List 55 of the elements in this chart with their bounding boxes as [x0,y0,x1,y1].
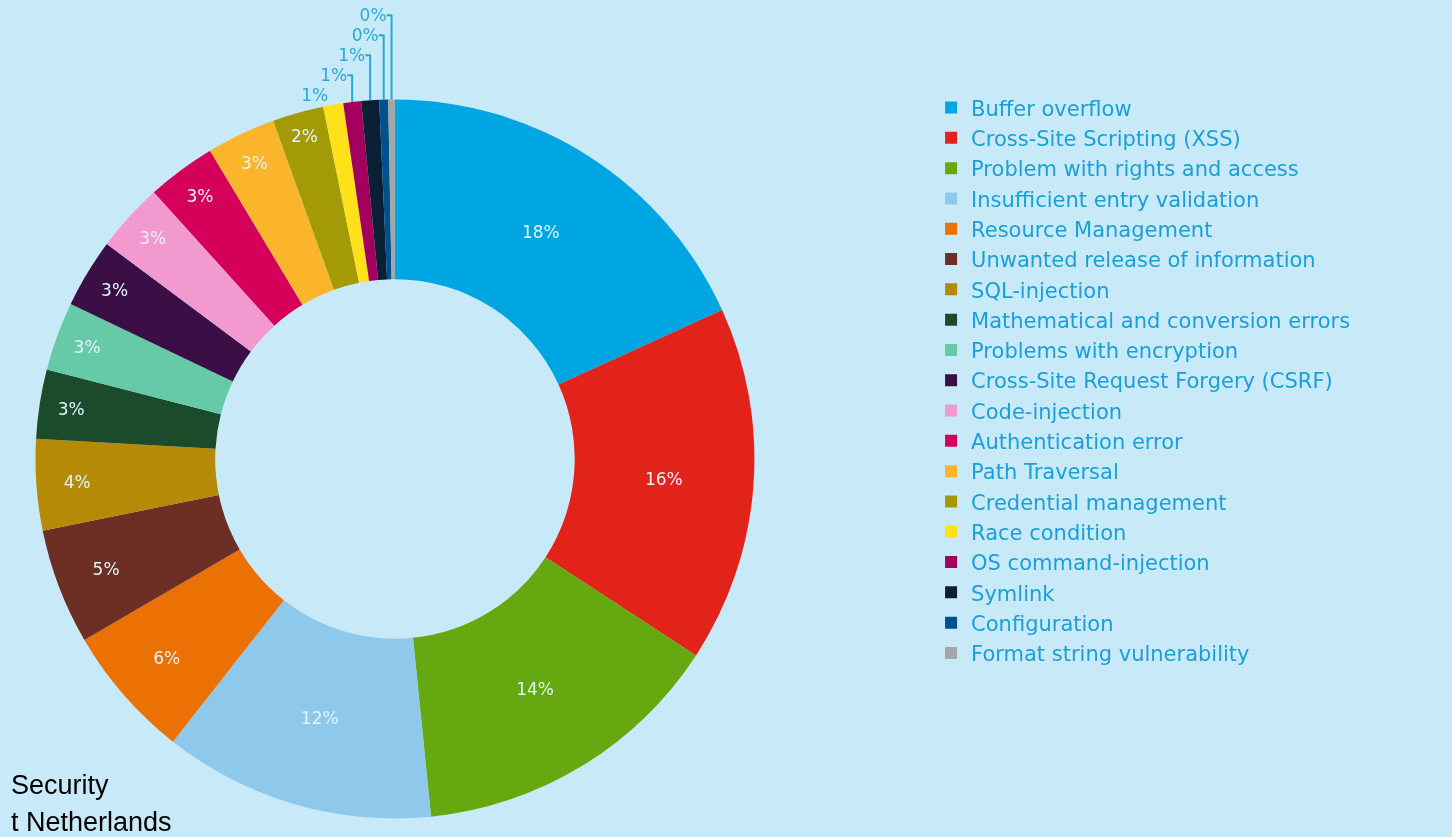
legend-label: Buffer overflow [971,96,1132,121]
legend-label: Symlink [971,581,1056,606]
data-label: 5% [92,559,120,580]
legend-label: Resource Management [971,217,1213,242]
data-label: 6% [153,647,181,668]
data-label: 1% [301,85,329,106]
legend-label: Problems with encryption [971,339,1239,364]
text: t Netherlands [11,807,172,837]
legend-label: Cross-Site Scripting (XSS) [971,127,1241,152]
data-label: 2% [290,126,318,147]
data-label: 1% [338,45,366,66]
donut-slice [343,101,379,282]
text: Security [11,770,110,800]
data-label: 16% [644,469,683,490]
data-label: 12% [300,707,339,728]
data-label: 3% [241,152,269,173]
donut-slice [361,99,388,281]
legend-label: OS command-injection [971,551,1210,576]
data-label: 3% [139,228,167,249]
donut-slice [323,103,370,283]
data-label: 0% [359,5,387,26]
data-label: 3% [186,185,214,206]
legend-label: Race condition [971,520,1127,545]
donut-slice [394,99,723,385]
legend-label: Code-injection [971,399,1123,424]
legend-label: SQL-injection [971,278,1110,303]
donut-slice [70,244,251,382]
data-label: 18% [521,222,560,243]
legend-label: Unwanted release of information [971,248,1316,273]
donut-slice [36,369,221,449]
data-label: 4% [63,471,91,492]
donut-slice [35,438,219,531]
data-label: 3% [101,279,129,300]
donut-slice [379,99,392,280]
legend-label: Credential management [971,490,1227,515]
data-label: 0% [351,25,379,46]
donut-slice [84,549,284,742]
legend-label: Problem with rights and access [971,157,1299,182]
donut-slice [42,494,240,641]
legend-label: Configuration [971,611,1114,636]
legend-label: Mathematical and conversion errors [971,308,1351,333]
legend-label: Insufficient entry validation [971,187,1260,212]
data-label: 3% [57,398,85,419]
data-label: 14% [516,679,555,700]
donut-slice [413,557,697,817]
legend-label: Cross-Site Request Forgery (CSRF) [971,369,1333,394]
legend-label: Path Traversal [971,460,1119,485]
donut-slice [46,303,233,415]
donut-slice [388,99,395,280]
legend-label: Authentication error [971,430,1184,455]
legend-label: Format string vulnerability [971,642,1250,667]
data-label: 1% [320,65,348,86]
data-label: 3% [73,337,101,358]
donut-slice [273,106,360,290]
donut-slice [545,310,754,656]
